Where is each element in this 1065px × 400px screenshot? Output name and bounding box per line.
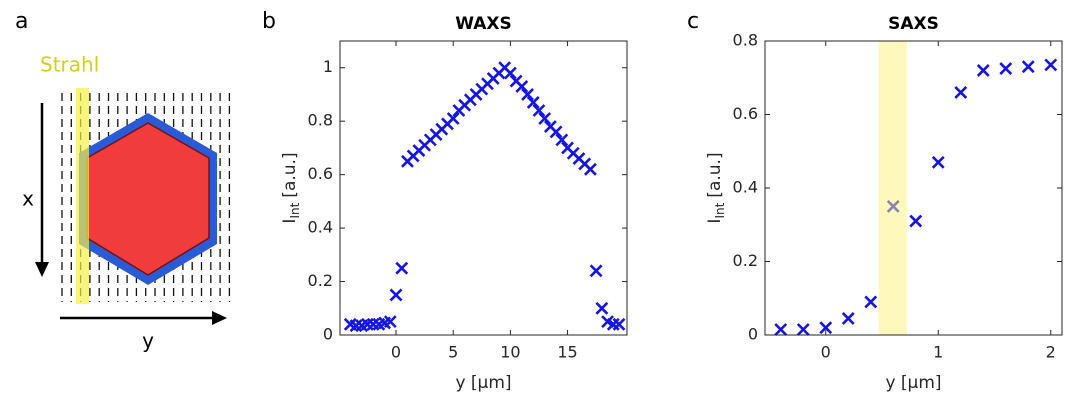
panel-label: b [262,9,276,34]
y-tick-label: 0.4 [733,178,758,197]
marker [583,162,597,176]
plot-frame [764,40,1063,336]
y-tick-label: 0.4 [308,218,333,237]
x-tick-label: 1 [933,343,943,362]
marker [503,66,517,80]
chart: b WAXS 0 5 10 15 0 0.2 0.4 0.6 0.8 1 y [µm] IInt [a.u.… [262,9,628,393]
y-axis-label: IInt [a.u.] [280,152,302,223]
marker [999,62,1013,75]
y-tick-label: 0.2 [308,271,333,290]
marker [1021,60,1035,74]
marker [383,315,397,329]
marker [595,301,609,315]
y-tick-label: 0.6 [733,104,758,123]
x-tick-label: 0 [821,343,831,362]
marker [526,96,540,109]
highlight-band [878,41,907,335]
marker [515,80,529,93]
marker [1044,58,1058,72]
marker [931,155,945,169]
chart-title: WAXS [455,14,512,34]
x-tick-label: 2 [1046,343,1056,362]
y-tick-label: 0.8 [308,111,333,130]
y-tick-label: 0.2 [733,251,758,270]
y-axis-label: y [142,329,154,353]
y-label-main: I [280,219,300,224]
y-tick-label: 0 [323,325,333,344]
marker [589,264,603,278]
x-axis-label: y [µm] [455,373,511,393]
x-tick-label: 15 [557,343,577,362]
y-label-unit: [a.u.] [280,152,300,197]
marker [909,214,923,228]
marker [532,104,546,117]
x-tick-label: 5 [448,343,458,362]
chart-title: SAXS [888,14,939,34]
beam [76,88,89,304]
y-tick-label: 1 [323,57,333,76]
panel-label: a [15,9,28,34]
plot-frame [339,40,628,336]
y-label-sub: Int [288,202,302,218]
marker [819,321,833,335]
y-arrowhead [212,311,227,325]
panel-label: c [687,9,699,34]
plot-area [765,41,1062,335]
y-axis-label: IInt [a.u.] [705,152,727,223]
y-label-main: I [705,219,725,224]
marker [976,63,990,77]
marker [774,323,788,336]
y-tick-label: 0 [748,325,758,344]
marker [446,112,460,125]
y-tick-label: 0.6 [308,164,333,183]
plot-area [340,41,627,335]
chart: c SAXS 0 1 2 0 0.2 0.4 0.6 0.8 y [µm] IInt [a.u.] [687,9,1063,393]
marker [389,288,403,302]
marker [796,323,810,336]
marker [841,312,855,325]
schematic: a Strahl x y [15,9,231,353]
marker [555,133,569,147]
marker [538,112,552,125]
x-arrowhead [35,262,49,277]
marker [612,317,626,331]
marker [395,261,409,275]
x-axis-label: y [µm] [885,373,941,393]
x-tick-label: 0 [391,343,401,362]
beam-label: Strahl [40,53,99,77]
x-axis-label: x [22,187,34,211]
marker [521,88,534,101]
marker [864,295,878,309]
marker [549,125,563,139]
y-label-unit: [a.u.] [705,152,725,197]
y-tick-label: 0.8 [733,31,758,50]
y-label-sub: Int [713,202,727,218]
marker [954,86,968,99]
x-tick-label: 10 [500,343,520,362]
